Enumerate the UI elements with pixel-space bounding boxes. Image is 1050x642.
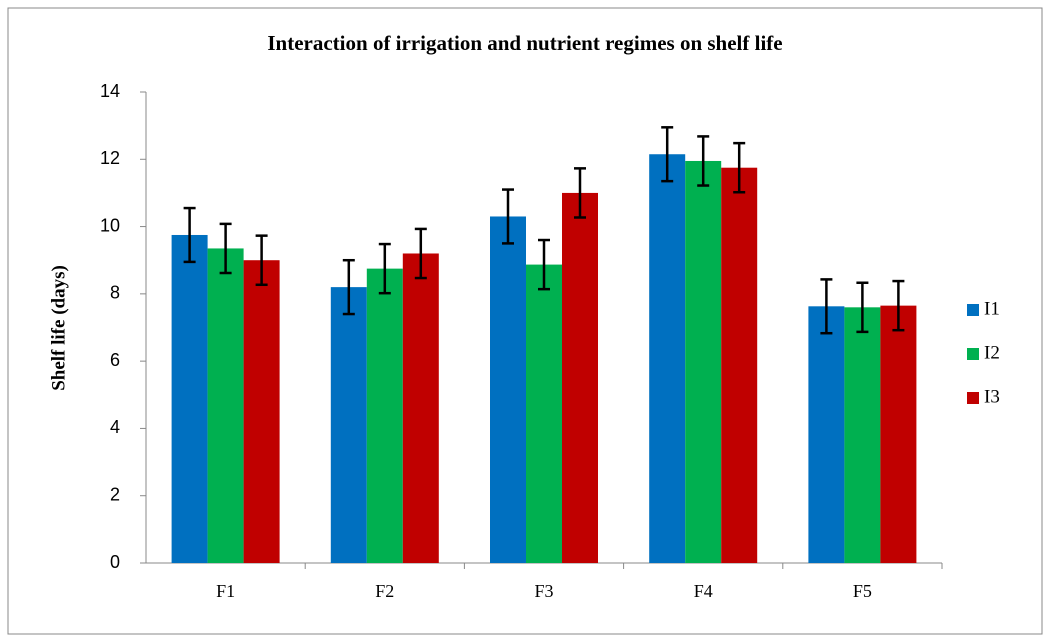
bar: [526, 264, 562, 563]
error-bar: [219, 222, 232, 275]
legend-label: I2: [984, 342, 1000, 363]
legend-swatch: [967, 348, 979, 360]
y-tick-label: 6: [110, 350, 120, 370]
y-axis-title: Shelf life (days): [48, 265, 69, 391]
error-bar: [661, 126, 674, 183]
bar: [844, 307, 881, 563]
error-bar: [502, 188, 514, 245]
y-tick-label: 10: [100, 215, 120, 235]
bar: [721, 167, 758, 564]
bar: [880, 305, 917, 563]
bar: [171, 234, 208, 563]
error-bar: [856, 281, 869, 334]
y-tick-label: 12: [100, 148, 120, 168]
y-tick-label: 0: [110, 552, 120, 572]
bar: [685, 160, 722, 564]
bar: [402, 253, 439, 563]
error-bar: [820, 278, 833, 335]
error-bar: [255, 234, 268, 287]
error-bar: [538, 238, 550, 291]
error-bar: [414, 227, 427, 280]
bar: [243, 260, 280, 563]
bar: [207, 248, 244, 564]
legend-swatch: [967, 392, 979, 404]
legend-swatch: [967, 304, 979, 316]
bar: [562, 192, 598, 563]
chart-title: Interaction of irrigation and nutrient r…: [267, 31, 782, 55]
bar: [366, 268, 403, 563]
bar: [490, 216, 526, 563]
error-bar: [574, 167, 586, 219]
x-tick-label: F1: [216, 581, 235, 601]
error-bar: [378, 242, 391, 295]
y-tick-label: 2: [110, 484, 120, 504]
legend-label: I3: [984, 386, 1000, 407]
x-tick-label: F2: [375, 581, 394, 601]
bar: [808, 306, 845, 563]
error-bar: [733, 141, 746, 194]
x-tick-label: F5: [853, 581, 872, 601]
x-tick-label: F4: [694, 581, 713, 601]
error-bar: [183, 206, 196, 264]
y-tick-label: 4: [110, 417, 120, 437]
error-bar: [892, 279, 905, 332]
error-bar: [342, 258, 355, 316]
legend-label: I1: [984, 298, 1000, 319]
x-tick-label: F3: [534, 581, 553, 601]
y-tick-label: 14: [100, 81, 120, 101]
bar: [649, 154, 686, 563]
error-bar: [697, 135, 710, 187]
y-tick-label: 8: [110, 283, 120, 303]
bar: [330, 287, 367, 563]
